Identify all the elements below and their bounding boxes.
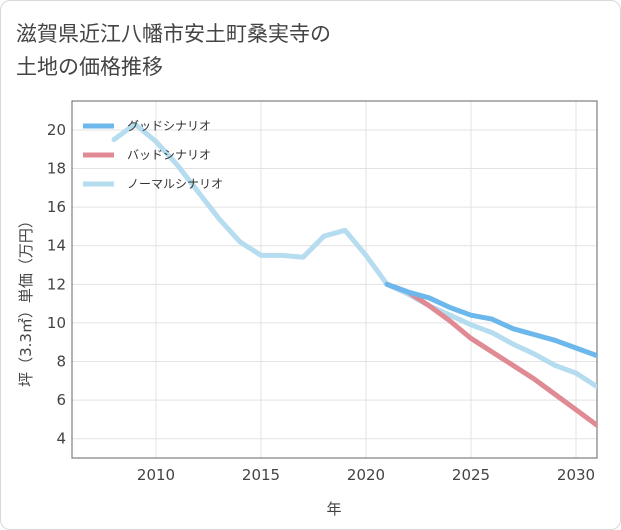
legend-label: バッドシナリオ — [127, 148, 211, 162]
chart-title: 滋賀県近江八幡市安土町桑実寺の 土地の価格推移 — [16, 18, 331, 84]
legend-label: ノーマルシナリオ — [127, 177, 223, 191]
x-tick-label: 2015 — [242, 466, 280, 484]
series-line-bad — [384, 281, 597, 428]
y-tick-label: 18 — [47, 160, 66, 178]
series-line-normal — [111, 121, 597, 390]
series-layer — [111, 121, 597, 428]
plot-area-border — [71, 100, 598, 459]
x-tick-label: 2030 — [557, 466, 595, 484]
y-tick-label: 14 — [47, 237, 66, 255]
x-tick-label: 2010 — [137, 466, 175, 484]
y-tick-label: 20 — [47, 121, 66, 139]
title-line-1: 滋賀県近江八幡市安土町桑実寺の — [16, 22, 331, 46]
legend-label: グッドシナリオ — [127, 119, 211, 133]
y-tick-label: 12 — [47, 275, 66, 293]
y-tick-label: 6 — [56, 391, 66, 409]
x-axis-title: 年 — [326, 500, 341, 518]
y-tick-label: 4 — [56, 430, 66, 448]
y-tick-label: 16 — [47, 198, 66, 216]
y-tick-label: 8 — [56, 353, 66, 371]
series-line-good — [384, 281, 597, 359]
y-tick-label: 10 — [47, 314, 66, 332]
x-tick-label: 2020 — [347, 466, 385, 484]
x-tick-label: 2025 — [452, 466, 490, 484]
title-line-2: 土地の価格推移 — [16, 55, 163, 79]
y-axis-title: 坪（3.3㎡）単価（万円） — [17, 213, 35, 387]
tick-labels: 2010 2015 2020 2025 2030 4 6 8 10 12 14 16 18 20 — [47, 121, 595, 484]
